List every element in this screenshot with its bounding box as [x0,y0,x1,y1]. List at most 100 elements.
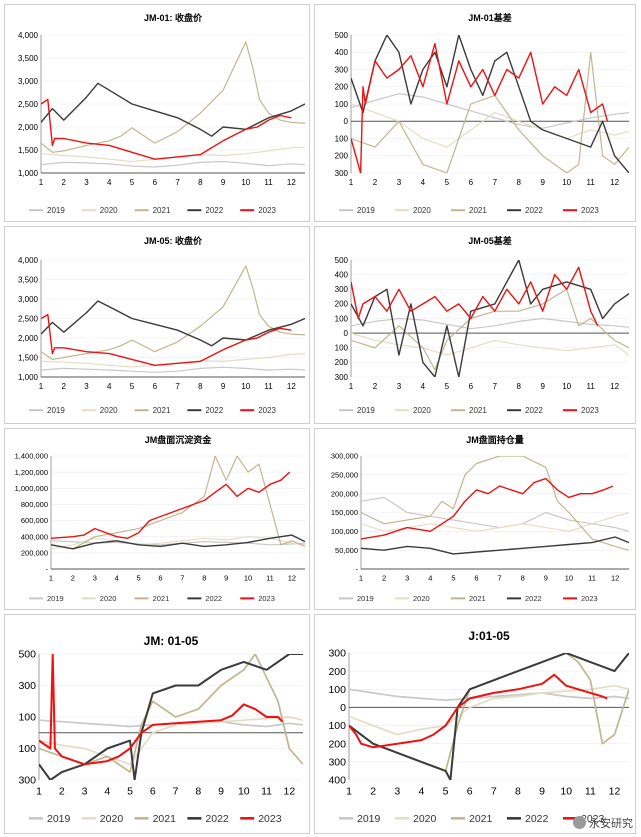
x-tick-label: 5 [137,574,141,583]
x-tick-label: 11 [585,786,596,798]
x-tick-label: 10 [244,574,252,583]
legend-label: 2021 [153,406,171,415]
x-tick-label: 12 [611,574,619,583]
x-tick-label: 5 [443,786,449,798]
x-tick-label: 2 [62,382,67,391]
series-line-2022 [39,654,303,780]
series-line-2020 [39,716,303,766]
watermark: 永安研究 [573,815,633,831]
y-tick-label: 0 [344,329,349,338]
x-tick-label: 4 [428,574,432,583]
chart-svg: JM盘面沉淀资金 - 200,000 400,000 600,000 800,000 1,0… [15,434,305,603]
legend-label: 2023 [258,594,275,603]
x-tick-label: 2 [382,574,386,583]
x-tick-label: 8 [517,382,522,391]
x-tick-label: 4 [421,178,426,187]
chart-panel-jm01-basis: JM-01基差 300 200 100 0 100 200 300 400 500 1 2 3 4 5 6 7 8… [314,4,636,222]
series-line-2020 [351,103,629,148]
x-tick-label: 5 [130,178,135,187]
x-tick-label: 3 [394,786,400,798]
y-tick-label: 300 [335,65,349,74]
x-tick-label: 7 [498,574,502,583]
series-line-2022 [51,534,305,550]
chart-title: JM盘面持仓量 [466,434,524,445]
series-line-2020 [361,511,629,532]
x-tick-label: 2 [71,574,75,583]
series-line-2022 [349,653,629,780]
x-tick-label: 10 [241,178,250,187]
x-tick-label: 5 [445,178,450,187]
y-tick-label: 300 [328,648,346,660]
chart-title: JM-01: 收盘价 [144,12,203,23]
y-tick-label: 100 [335,314,349,323]
chart-svg: JM-05: 收盘价 1,000 1,500 2,000 2,500 3,000 3,500… [18,235,305,415]
x-tick-label: 8 [202,574,206,583]
chart-panel-jm05-basis: JM-05基差 300 200 100 0 100 200 300 400 500 1 2 3 4 5 6 7 8… [314,226,636,424]
y-tick-label: 200 [335,83,349,92]
legend-label: 2021 [153,594,170,603]
x-tick-label: 8 [198,382,203,391]
y-tick-label: 100 [335,100,349,109]
y-tick-label: 2,000 [18,123,39,132]
legend-label: 2020 [413,594,430,603]
chart-panel-jm-capital: JM盘面沉淀资金 - 200,000 400,000 600,000 800,000 1,0… [4,428,310,610]
x-tick-label: 4 [107,382,112,391]
series-line-2023 [351,266,599,327]
chart-panel-jm05-close: JM-05: 收盘价 1,000 1,500 2,000 2,500 3,000 3,500… [4,226,310,424]
legend-label: 2022 [205,406,223,415]
x-tick-label: 2 [373,382,378,391]
series-line-2021 [349,653,629,772]
x-tick-label: 1 [39,178,44,187]
series-line-2020 [349,684,629,736]
y-tick-label: 1,000 [18,373,39,382]
y-tick-label: 100 [335,344,349,353]
x-tick-label: 11 [586,178,595,187]
x-tick-label: 8 [521,574,525,583]
legend-label: 2022 [205,594,222,603]
legend-label: 2023 [581,406,599,415]
legend-label: 2019 [47,594,64,603]
y-tick-label: 200 [328,738,346,750]
series-line-2019 [361,496,629,532]
legend-label: 2023 [258,206,276,215]
x-tick-label: 1 [359,574,363,583]
x-tick-label: 4 [107,178,112,187]
y-tick-label: 1,400,000 [15,452,48,461]
y-tick-label: 400 [335,48,349,57]
chart-title: J:01-05 [468,629,510,643]
x-tick-label: 3 [82,786,88,798]
x-tick-label: 6 [474,574,478,583]
y-tick-label: 200,000 [331,489,358,498]
x-tick-label: 12 [284,786,296,798]
series-line-2023 [39,654,284,766]
legend-label: 2022 [525,406,543,415]
x-tick-label: 7 [175,382,180,391]
x-tick-label: 9 [540,178,545,187]
y-tick-label: 100 [328,720,346,732]
x-tick-label: 11 [588,574,596,583]
y-tick-label: 300 [335,169,349,178]
y-tick-label: 300 [335,285,349,294]
series-line-2023 [349,673,608,749]
x-tick-label: 3 [84,178,89,187]
y-tick-label: 600,000 [21,516,48,525]
x-tick-label: 4 [418,786,424,798]
legend-label: 2020 [100,206,118,215]
y-tick-label: 0 [344,117,349,126]
x-tick-label: 3 [84,382,89,391]
legend-label: 2021 [469,813,493,825]
y-tick-label: 2,000 [18,334,39,343]
series-line-2022 [361,536,629,555]
series-line-2019 [41,160,305,168]
legend-label: 2019 [357,594,374,603]
x-tick-label: 1 [49,574,53,583]
y-tick-label: 0 [340,702,346,714]
y-tick-label: 3,500 [18,54,39,63]
chart-svg: JM盘面持仓量 - 50,000 100,000 150,000 200,000 250,0… [331,434,629,603]
legend-label: 2019 [47,206,65,215]
y-tick-label: 1,000,000 [15,484,48,493]
y-tick-label: 400 [335,270,349,279]
x-tick-label: 9 [544,574,548,583]
y-tick-label: 500 [335,31,349,40]
x-tick-label: 3 [93,574,97,583]
